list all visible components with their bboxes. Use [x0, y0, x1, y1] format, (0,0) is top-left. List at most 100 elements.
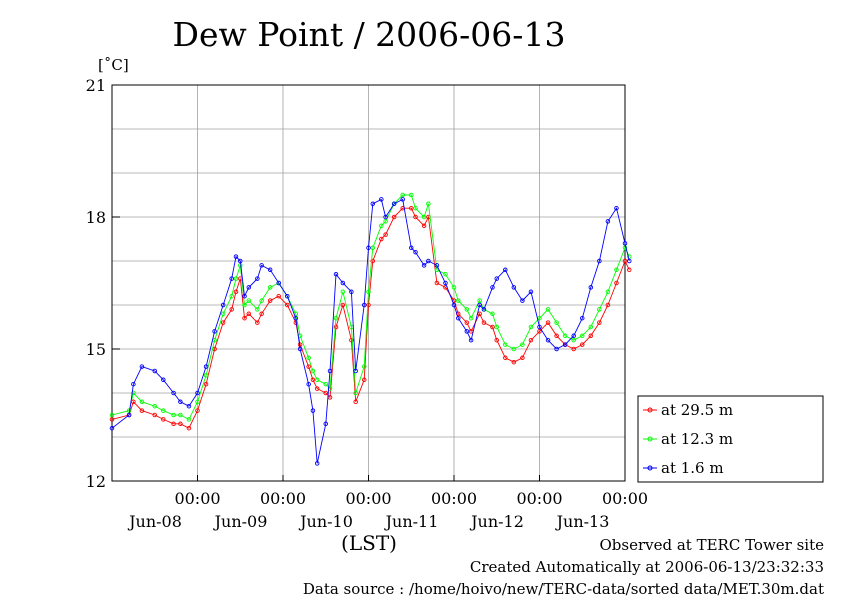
data-source-note: Data source : /home/hoivo/new/TERC-data/…	[302, 580, 824, 598]
series-line-1	[111, 194, 630, 421]
data-point	[464, 329, 470, 334]
legend-box	[637, 395, 824, 483]
data-point	[297, 346, 303, 352]
x-tick-time: 00:00	[345, 489, 391, 508]
data-point	[503, 342, 508, 347]
data-point	[361, 364, 367, 369]
data-point	[370, 258, 376, 264]
x-tick-time: 00:00	[431, 489, 477, 508]
data-point	[178, 421, 183, 427]
data-point	[494, 324, 500, 330]
data-point	[520, 342, 525, 347]
data-point	[528, 337, 534, 343]
data-point	[537, 329, 542, 334]
data-point	[451, 285, 457, 290]
data-point	[220, 320, 226, 325]
series-line-0	[111, 207, 630, 429]
data-point	[333, 315, 339, 321]
data-point	[233, 254, 239, 259]
data-point	[353, 390, 358, 396]
data-point	[434, 280, 440, 286]
data-point	[580, 315, 585, 321]
data-point	[161, 408, 166, 413]
data-point	[152, 412, 157, 418]
x-tick-date: Jun-09	[213, 512, 268, 531]
data-point	[571, 333, 576, 339]
data-point	[310, 408, 316, 413]
data-point	[451, 302, 457, 308]
x-tick-time: 00:00	[516, 489, 562, 508]
data-point	[614, 205, 619, 211]
data-point	[366, 302, 371, 308]
x-tick-date: Jun-13	[555, 512, 610, 531]
y-axis-unit: [˚C]	[98, 56, 129, 74]
data-point	[490, 324, 495, 330]
data-point	[255, 276, 260, 281]
data-point	[464, 307, 470, 312]
data-point	[255, 307, 260, 312]
data-point	[152, 368, 157, 374]
data-point	[413, 205, 418, 211]
data-point	[490, 285, 495, 290]
created-note: Created Automatically at 2006-06-13/23:3…	[469, 558, 824, 576]
data-point	[477, 302, 482, 308]
data-point	[203, 364, 209, 369]
x-tick-time: 00:00	[174, 489, 220, 508]
data-point	[333, 324, 339, 330]
legend-label: at 29.5 m	[661, 401, 733, 419]
data-point	[340, 280, 346, 286]
data-point	[293, 315, 299, 321]
data-point	[314, 461, 320, 466]
y-tick-label: 15	[86, 340, 106, 359]
data-point	[503, 355, 508, 361]
data-point	[605, 302, 611, 308]
data-point	[255, 320, 260, 325]
data-point	[456, 298, 461, 303]
chart-title: Dew Point / 2006-06-13	[173, 15, 566, 54]
data-point	[366, 289, 371, 295]
data-point	[306, 381, 311, 387]
x-tick-date: Jun-10	[298, 512, 353, 531]
data-point	[203, 373, 209, 378]
data-point	[246, 285, 252, 290]
legend-swatch-marker	[647, 436, 653, 442]
data-point	[361, 377, 367, 383]
data-point	[259, 298, 264, 303]
legend-swatch-marker	[647, 407, 653, 413]
data-point	[152, 403, 157, 409]
data-point	[178, 412, 183, 418]
data-point	[259, 311, 264, 317]
data-point	[333, 271, 339, 277]
data-point	[400, 192, 405, 198]
data-point	[139, 364, 145, 369]
data-point	[580, 342, 585, 347]
data-point	[242, 315, 247, 321]
data-point	[220, 311, 226, 317]
data-point	[361, 302, 367, 308]
data-point	[233, 276, 239, 281]
data-point	[468, 337, 474, 343]
data-point	[323, 381, 329, 387]
data-point	[109, 412, 115, 418]
data-point	[195, 399, 200, 405]
data-point	[494, 337, 500, 343]
data-point	[349, 337, 354, 343]
data-point	[246, 311, 252, 317]
data-point	[391, 201, 397, 207]
data-point	[379, 223, 384, 229]
data-point	[627, 258, 632, 264]
data-point	[340, 302, 346, 308]
data-point	[562, 342, 568, 347]
data-point	[477, 298, 482, 303]
data-point	[622, 245, 628, 251]
data-point	[409, 245, 414, 251]
data-point	[597, 320, 602, 325]
data-point	[511, 359, 517, 365]
x-tick-date: Jun-08	[127, 512, 182, 531]
x-axis-label: (LST)	[341, 531, 397, 555]
data-point	[528, 324, 534, 330]
axes: 12 15 18 21 00:00 Jun-08 00:00 Jun-09 00:00 Jun-1…	[86, 76, 648, 531]
data-point	[554, 346, 559, 352]
data-point	[379, 236, 384, 242]
data-point	[233, 289, 239, 295]
